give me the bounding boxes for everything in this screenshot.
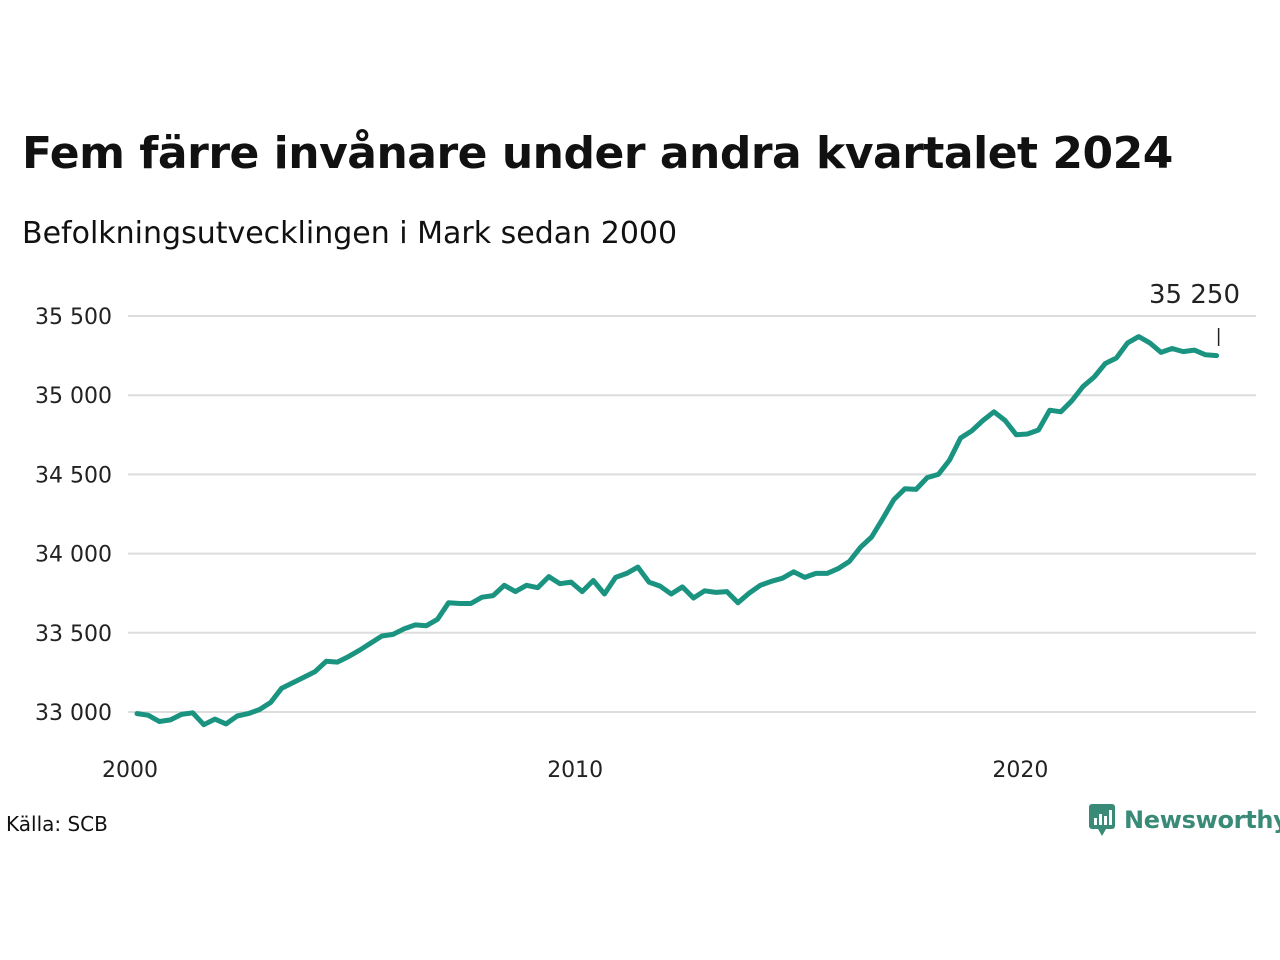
grid-lines xyxy=(128,315,1256,713)
newsworthy-logo: Newsworthy xyxy=(1088,803,1280,837)
brand-name: Newsworthy xyxy=(1124,806,1280,834)
source-note: Källa: SCB xyxy=(6,812,108,836)
y-tick-label: 34 500 xyxy=(35,463,112,488)
last-value-annotation: 35 250 xyxy=(1149,280,1240,346)
y-tick-label: 34 000 xyxy=(35,543,112,568)
chart-subtitle: Befolkningsutvecklingen i Mark sedan 200… xyxy=(22,216,678,251)
x-axis-tick-labels: 2000 2010 2020 xyxy=(102,758,1048,783)
chart-title: Fem färre invånare under andra kvartalet… xyxy=(22,128,1173,179)
y-tick-label: 35 500 xyxy=(35,305,112,330)
newsworthy-icon xyxy=(1089,804,1115,836)
last-value-label: 35 250 xyxy=(1149,280,1240,310)
y-tick-label: 33 500 xyxy=(35,622,112,647)
series-line xyxy=(134,334,1220,728)
y-axis-tick-labels: 33 000 33 500 34 000 34 500 35 000 35 500 xyxy=(35,305,112,726)
y-tick-label: 35 000 xyxy=(35,384,112,409)
x-tick-label: 2000 xyxy=(102,758,158,783)
x-tick-label: 2010 xyxy=(547,758,603,783)
series-population xyxy=(134,334,1220,728)
y-tick-label: 33 000 xyxy=(35,701,112,726)
x-tick-label: 2020 xyxy=(992,758,1048,783)
